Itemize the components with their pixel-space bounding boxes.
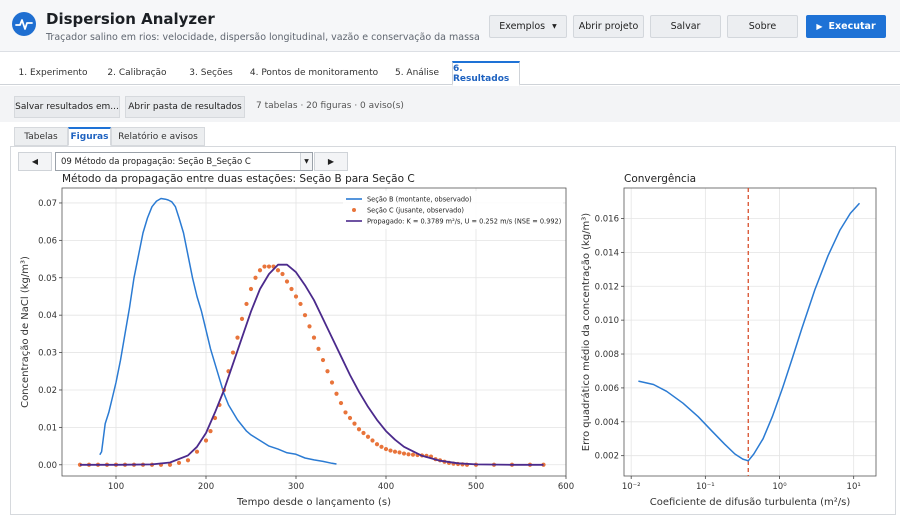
app-subtitle: Traçador salino em rios: velocidade, dis… <box>46 32 480 43</box>
open-project-button[interactable]: Abrir projeto <box>573 15 644 38</box>
run-label: Executar <box>828 21 876 32</box>
save-button[interactable]: Salvar <box>650 15 721 38</box>
run-button[interactable]: ▶ Executar <box>806 15 886 38</box>
tab-secoes[interactable]: 3. Seções <box>189 68 233 78</box>
play-icon: ▶ <box>816 22 823 31</box>
figure-select[interactable]: 09 Método da propagação: Seção B_Seção C… <box>55 152 313 171</box>
prev-figure-button[interactable]: ◀ <box>18 152 52 171</box>
examples-button[interactable]: Exemplos ▼ <box>489 15 567 38</box>
next-figure-button[interactable]: ▶ <box>314 152 348 171</box>
subtab-relatorio[interactable]: Relatório e avisos <box>111 127 205 146</box>
save-results-button[interactable]: Salvar resultados em... <box>14 96 120 118</box>
tab-analise[interactable]: 5. Análise <box>394 68 440 78</box>
open-results-folder-button[interactable]: Abrir pasta de resultados <box>125 96 245 118</box>
tab-resultados[interactable]: 6. Resultados <box>452 61 520 86</box>
chevron-down-icon: ▼ <box>300 153 312 170</box>
subtab-tabelas[interactable]: Tabelas <box>14 127 68 146</box>
figure-panel <box>10 146 896 515</box>
figure-select-value: 09 Método da propagação: Seção B_Seção C <box>61 156 251 167</box>
subtab-figuras[interactable]: Figuras <box>68 127 111 146</box>
main-tabs <box>0 61 900 85</box>
tab-pontos-monitoramento[interactable]: 4. Pontos de monitoramento <box>249 68 379 78</box>
tab-experimento[interactable]: 1. Experimento <box>18 68 88 78</box>
app-title: Dispersion Analyzer <box>46 10 215 28</box>
results-summary: 7 tabelas · 20 figuras · 0 aviso(s) <box>256 101 404 111</box>
about-button[interactable]: Sobre <box>727 15 798 38</box>
pulse-icon <box>12 12 36 36</box>
caret-down-icon: ▼ <box>552 23 557 30</box>
examples-label: Exemplos <box>499 21 546 32</box>
tab-calibracao[interactable]: 2. Calibração <box>107 68 167 78</box>
